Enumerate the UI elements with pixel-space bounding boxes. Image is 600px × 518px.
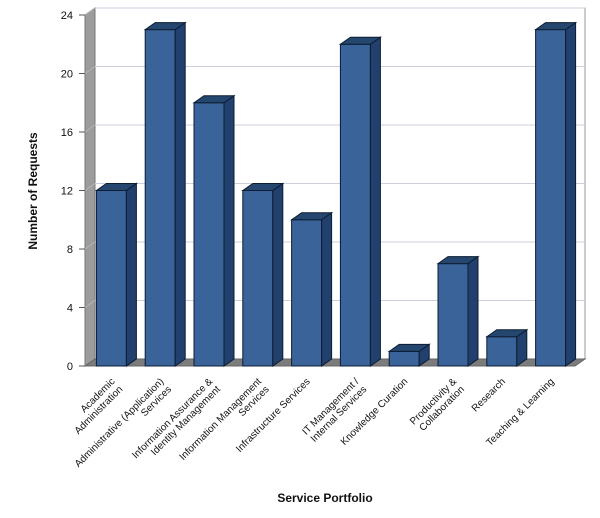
bar-top [534,22,578,31]
bar-side [272,182,284,367]
bar-top [192,95,236,104]
y-tick-label: 4 [67,303,73,315]
bar [485,328,529,367]
bar-top [338,36,382,45]
x-category-label: Research [470,376,508,414]
bar-front [193,102,225,367]
y-tick-label: 20 [61,69,73,81]
y-tick-label: 0 [67,361,73,373]
gridline-side [84,183,96,191]
x-category-label-line: Information Assurance & [130,376,215,461]
bar-side [565,21,577,367]
bar-side [467,255,479,367]
bar-top [387,343,431,352]
y-axis-title: Number of Requests [26,132,40,250]
bar [94,182,138,367]
bar [143,21,187,367]
y-tick-label: 8 [67,244,73,256]
x-category-label: Productivity &Collaboration [408,376,467,435]
bar [290,211,334,367]
bar-front [144,29,176,367]
bar-top [290,212,334,221]
bar [387,343,431,367]
bar [338,36,382,367]
bar-front [242,190,274,367]
y-tick-label: 12 [61,186,73,198]
bar-side [321,211,333,367]
y-axis-ticks: 0 4 8 12 16 20 24 [61,10,85,373]
bar-side [125,182,137,367]
bar-front [95,190,127,367]
gridline-side [84,124,96,133]
bar-top [94,183,138,191]
bar-front [437,263,469,367]
y-tick-label: 16 [61,127,73,139]
bar-top [143,22,187,31]
bar-side [369,36,381,367]
gridline-side [84,241,96,250]
bar [534,21,578,367]
bar [192,94,236,367]
bar-front [291,219,323,367]
bar-top [436,256,480,265]
gridline-side [84,7,96,16]
gridline-side [84,66,96,74]
bar-side [223,94,235,367]
gridline-side [84,300,96,308]
bar-side [174,21,186,367]
bar-top [485,329,529,338]
bar-front [486,336,518,367]
bar-front [388,350,420,367]
bars [94,21,578,367]
bar [241,182,285,367]
x-category-label-line: Research [470,376,508,414]
bar-front [535,29,567,367]
x-axis-title: Service Portfolio [277,491,372,505]
bar-top [241,183,285,191]
y-tick-label: 24 [61,10,73,22]
bar [436,255,480,367]
bar-front [339,43,371,367]
